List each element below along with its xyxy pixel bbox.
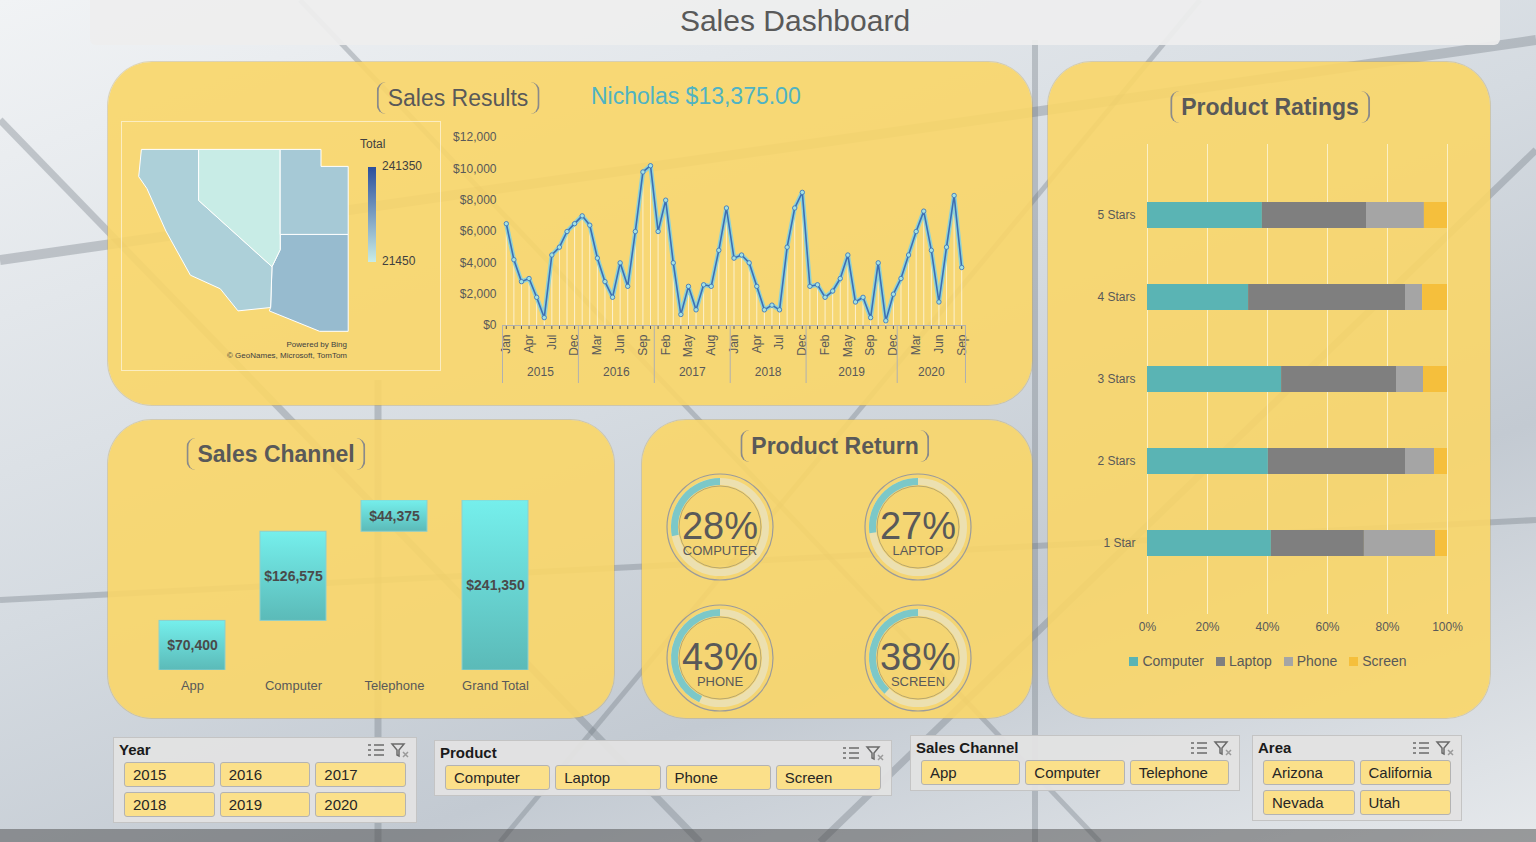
html-text:2019: 2019 — [228, 796, 262, 813]
html-text:Computer: Computer — [454, 769, 520, 786]
html-text:Product: Product — [440, 744, 497, 761]
svg-text:Jan: Jan — [499, 335, 513, 354]
html-text:Computer: Computer — [1142, 653, 1204, 669]
html-text:Phone: Phone — [674, 769, 718, 786]
svg-text:COMPUTER: COMPUTER — [683, 543, 757, 558]
svg-text:Telephone: Telephone — [365, 678, 425, 693]
svg-text:Jun: Jun — [613, 335, 627, 354]
svg-text:$44,375: $44,375 — [369, 508, 420, 524]
svg-text:$0: $0 — [483, 318, 497, 332]
svg-text:May: May — [681, 335, 695, 358]
html-text:2016: 2016 — [228, 766, 262, 783]
svg-text:Apr: Apr — [522, 335, 536, 354]
svg-text:2020: 2020 — [918, 365, 945, 379]
svg-text:Grand Total: Grand Total — [462, 678, 529, 693]
html-text:Total: Total — [360, 137, 386, 151]
svg-text:Mar: Mar — [909, 335, 923, 356]
svg-text:2019: 2019 — [838, 365, 865, 379]
html-text:© GeoNames, Microsoft, TomTom: © GeoNames, Microsoft, TomTom — [227, 351, 347, 360]
svg-text:$8,000: $8,000 — [460, 193, 497, 207]
html-text:2017: 2017 — [324, 766, 358, 783]
html-text:2015: 2015 — [133, 766, 167, 783]
svg-text:2 Stars: 2 Stars — [1097, 454, 1135, 468]
html-text:Laptop: Laptop — [1228, 653, 1272, 669]
svg-text:App: App — [181, 678, 204, 693]
svg-text:Jun: Jun — [932, 335, 946, 354]
svg-text:May: May — [841, 335, 855, 358]
svg-text:$241,350: $241,350 — [466, 577, 525, 593]
svg-text:Feb: Feb — [818, 334, 832, 355]
svg-text:2016: 2016 — [603, 365, 630, 379]
svg-text:Dec: Dec — [795, 335, 809, 356]
svg-text:$2,000: $2,000 — [460, 287, 497, 301]
svg-text:20%: 20% — [1195, 620, 1219, 634]
html-text:Sales Results: Sales Results — [387, 85, 529, 111]
svg-text:PHONE: PHONE — [697, 674, 744, 689]
svg-text:28%: 28% — [682, 505, 758, 547]
html-text:California: California — [1368, 764, 1432, 781]
html-text:Product Return: Product Return — [751, 433, 919, 459]
html-text:Year: Year — [119, 741, 151, 758]
svg-text:Feb: Feb — [659, 334, 673, 355]
svg-text:$4,000: $4,000 — [460, 256, 497, 270]
html-text:Screen: Screen — [1362, 653, 1407, 669]
svg-text:40%: 40% — [1255, 620, 1279, 634]
svg-text:100%: 100% — [1432, 620, 1463, 634]
html-text:Phone: Phone — [1296, 653, 1338, 669]
svg-text:43%: 43% — [682, 636, 758, 678]
html-text:App: App — [930, 764, 957, 781]
html-text:Arizona: Arizona — [1272, 764, 1323, 781]
svg-text:Dec: Dec — [567, 335, 581, 356]
svg-text:4 Stars: 4 Stars — [1097, 290, 1135, 304]
svg-text:Jul: Jul — [545, 335, 559, 350]
html-text:Nicholas $13,375.00: Nicholas $13,375.00 — [591, 83, 801, 109]
svg-text:Apr: Apr — [750, 335, 764, 354]
html-text:241350: 241350 — [382, 159, 422, 173]
html-text:2018: 2018 — [133, 796, 167, 813]
svg-text:$10,000: $10,000 — [453, 162, 497, 176]
svg-text:1 Star: 1 Star — [1103, 536, 1135, 550]
html-text:Nevada: Nevada — [1272, 794, 1324, 811]
html-text:Utah: Utah — [1368, 794, 1401, 811]
html-text:Computer: Computer — [1034, 764, 1101, 781]
svg-text:0%: 0% — [1139, 620, 1157, 634]
html-text:21450: 21450 — [382, 254, 416, 268]
html-text:Sales Channel: Sales Channel — [916, 739, 1019, 756]
svg-text:Aug: Aug — [704, 335, 718, 356]
svg-text:2018: 2018 — [755, 365, 782, 379]
html-text:Telephone: Telephone — [1138, 764, 1208, 781]
svg-text:Computer: Computer — [265, 678, 323, 693]
html-text:Sales Dashboard: Sales Dashboard — [679, 4, 911, 37]
html-text:Laptop: Laptop — [564, 769, 611, 786]
svg-text:80%: 80% — [1375, 620, 1399, 634]
svg-text:2015: 2015 — [527, 365, 554, 379]
svg-text:5 Stars: 5 Stars — [1097, 208, 1135, 222]
svg-text:Jul: Jul — [772, 335, 786, 350]
svg-text:Sep: Sep — [636, 334, 650, 356]
html-text:2020: 2020 — [324, 796, 358, 813]
html-text:Powered by Bing: Powered by Bing — [286, 340, 347, 349]
svg-text:3 Stars: 3 Stars — [1097, 372, 1135, 386]
svg-text:2017: 2017 — [679, 365, 706, 379]
svg-text:$6,000: $6,000 — [460, 224, 497, 238]
html-text:Sales Channel: Sales Channel — [197, 441, 355, 467]
svg-text:38%: 38% — [880, 636, 956, 678]
html-text:Area: Area — [1258, 739, 1292, 756]
svg-text:Sep: Sep — [955, 334, 969, 356]
svg-text:SCREEN: SCREEN — [891, 674, 945, 689]
svg-text:Jan: Jan — [727, 335, 741, 354]
html-text:Screen: Screen — [784, 769, 833, 786]
svg-text:LAPTOP: LAPTOP — [892, 543, 943, 558]
svg-text:Dec: Dec — [886, 335, 900, 356]
svg-text:Sep: Sep — [863, 334, 877, 356]
svg-text:$12,000: $12,000 — [453, 130, 497, 144]
svg-text:$126,575: $126,575 — [264, 568, 323, 584]
svg-text:60%: 60% — [1315, 620, 1339, 634]
html-text:Product Ratings: Product Ratings — [1181, 94, 1359, 120]
svg-text:$70,400: $70,400 — [167, 637, 218, 653]
svg-text:27%: 27% — [880, 505, 956, 547]
svg-text:Mar: Mar — [590, 335, 604, 356]
